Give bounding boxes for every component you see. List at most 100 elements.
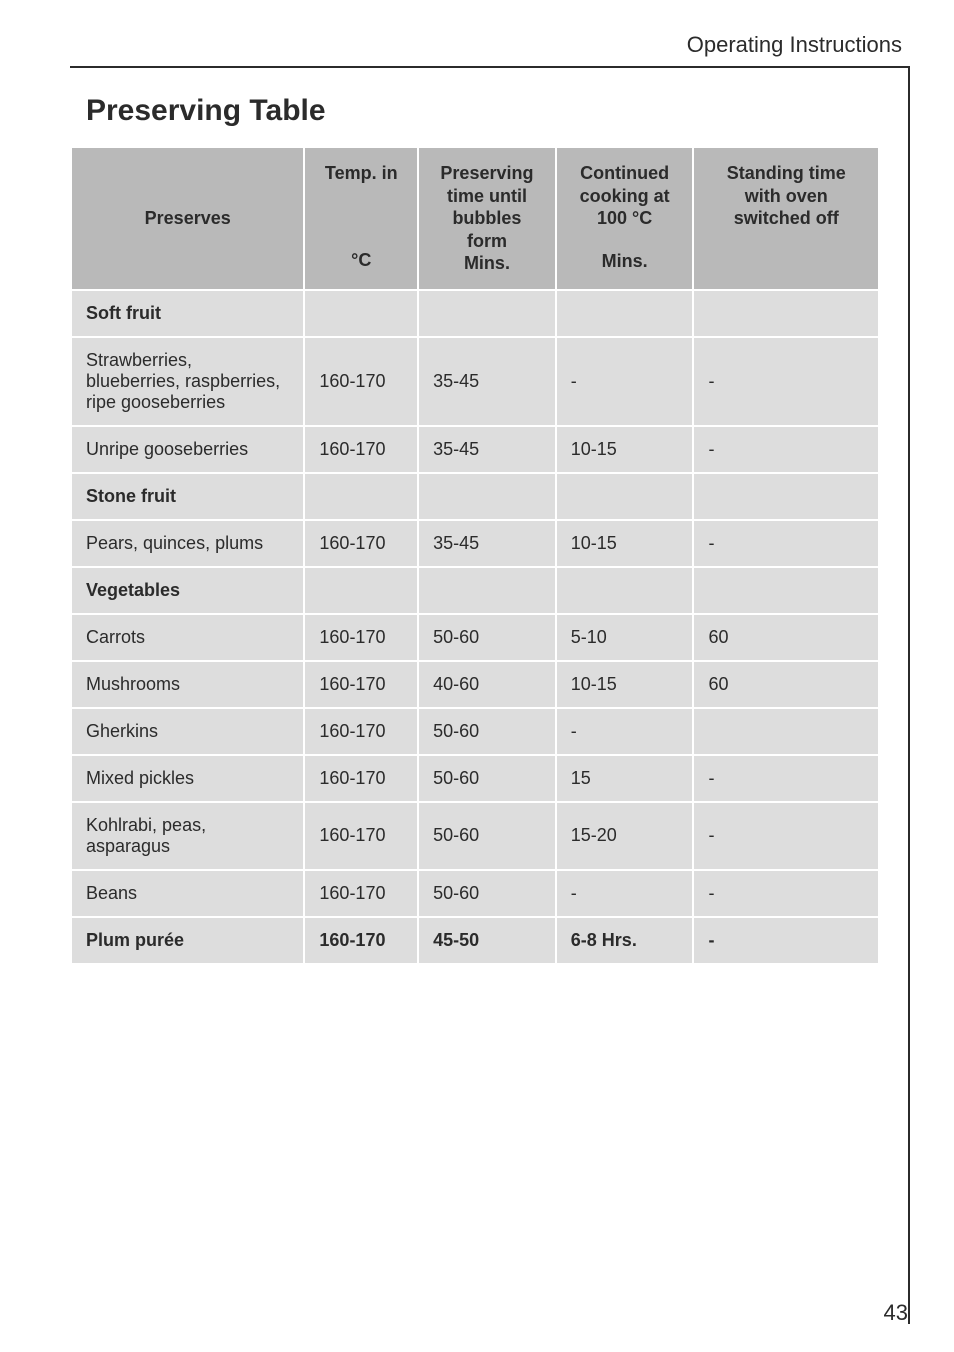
table-row: Mushrooms160-17040-6010-1560 [72,662,878,707]
table-cell: 50-60 [419,803,555,869]
table-cell: Plum purée [72,918,303,963]
col-sub: Mins. [571,250,679,273]
table-cell [419,291,555,336]
table-cell: Soft fruit [72,291,303,336]
table-cell: Unripe gooseberries [72,427,303,472]
content-frame: Preserving Table Preserves Temp. in °C [70,68,910,1324]
col-label: Preserves [86,207,289,230]
running-header: Operating Instructions [70,32,910,58]
table-row: Kohlrabi, peas, asparagus160-17050-6015-… [72,803,878,869]
table-cell: 10-15 [557,662,693,707]
table-cell [694,709,878,754]
table-cell: Mushrooms [72,662,303,707]
table-cell: 10-15 [557,427,693,472]
preserving-table: Preserves Temp. in °C Preserving time un… [70,146,880,965]
table-row: Soft fruit [72,291,878,336]
table-cell: 160-170 [305,871,417,916]
table-cell: - [694,427,878,472]
table-cell: 160-170 [305,521,417,566]
table-row: Strawberries, blueberries, raspberries, … [72,338,878,425]
page: Operating Instructions Preserving Table … [0,0,954,1352]
table-cell: Carrots [72,615,303,660]
table-cell [305,291,417,336]
table-cell: 10-15 [557,521,693,566]
page-number: 43 [884,1300,908,1326]
table-cell: 6-8 Hrs. [557,918,693,963]
col-sub: Mins. [433,252,541,275]
col-preserves: Preserves [72,148,303,289]
table-cell: 160-170 [305,427,417,472]
table-row: Vegetables [72,568,878,613]
table-cell: Strawberries, blueberries, raspberries, … [72,338,303,425]
table-cell [305,474,417,519]
table-row: Mixed pickles160-17050-6015- [72,756,878,801]
table-cell: Gherkins [72,709,303,754]
table-cell: 160-170 [305,662,417,707]
col-label: Preserving time until bubbles form [433,162,541,252]
table-cell: 50-60 [419,615,555,660]
table-cell: - [694,918,878,963]
table-cell: 60 [694,662,878,707]
table-cell: 50-60 [419,709,555,754]
table-cell: 5-10 [557,615,693,660]
table-row: Carrots160-17050-605-1060 [72,615,878,660]
col-bubbles: Preserving time until bubbles form Mins. [419,148,555,289]
col-sub: °C [319,249,403,272]
table-cell: - [694,756,878,801]
table-cell: 160-170 [305,803,417,869]
table-cell: 50-60 [419,871,555,916]
col-temp: Temp. in °C [305,148,417,289]
col-label: Standing time with oven switched off [708,162,864,230]
table-cell [419,568,555,613]
table-cell: 160-170 [305,709,417,754]
col-continued: Continued cooking at 100 °C Mins. [557,148,693,289]
table-cell: - [694,338,878,425]
table-cell: - [557,338,693,425]
table-cell: 45-50 [419,918,555,963]
table-row: Beans160-17050-60-- [72,871,878,916]
table-cell [557,474,693,519]
table-cell: 50-60 [419,756,555,801]
table-body: Soft fruitStrawberries, blueberries, ras… [72,291,878,963]
col-label: Temp. in [319,162,403,185]
page-title: Preserving Table [86,94,880,128]
table-cell: - [694,521,878,566]
table-cell: - [694,803,878,869]
table-cell: Stone fruit [72,474,303,519]
table-cell: Mixed pickles [72,756,303,801]
table-cell [419,474,555,519]
table-cell: - [557,871,693,916]
table-cell: Pears, quinces, plums [72,521,303,566]
table-cell: 160-170 [305,756,417,801]
table-cell: 160-170 [305,918,417,963]
table-cell: 35-45 [419,338,555,425]
table-head: Preserves Temp. in °C Preserving time un… [72,148,878,289]
table-cell [557,291,693,336]
table-cell [694,568,878,613]
table-cell: Vegetables [72,568,303,613]
table-cell: 35-45 [419,521,555,566]
table-header-row: Preserves Temp. in °C Preserving time un… [72,148,878,289]
table-row: Gherkins160-17050-60- [72,709,878,754]
table-row: Stone fruit [72,474,878,519]
table-cell: 15-20 [557,803,693,869]
col-label: Continued cooking at 100 °C [571,162,679,230]
table-cell [694,474,878,519]
table-row: Pears, quinces, plums160-17035-4510-15- [72,521,878,566]
table-cell: 160-170 [305,338,417,425]
table-cell: Kohlrabi, peas, asparagus [72,803,303,869]
table-cell: - [557,709,693,754]
table-cell: 15 [557,756,693,801]
table-cell [305,568,417,613]
table-cell: - [694,871,878,916]
table-cell: 35-45 [419,427,555,472]
table-cell: 160-170 [305,615,417,660]
table-cell [694,291,878,336]
col-spacer [319,185,403,249]
table-row: Unripe gooseberries160-17035-4510-15- [72,427,878,472]
table-cell: Beans [72,871,303,916]
table-row: Plum purée160-17045-506-8 Hrs.- [72,918,878,963]
table-cell [557,568,693,613]
table-cell: 40-60 [419,662,555,707]
col-spacer [571,230,679,250]
